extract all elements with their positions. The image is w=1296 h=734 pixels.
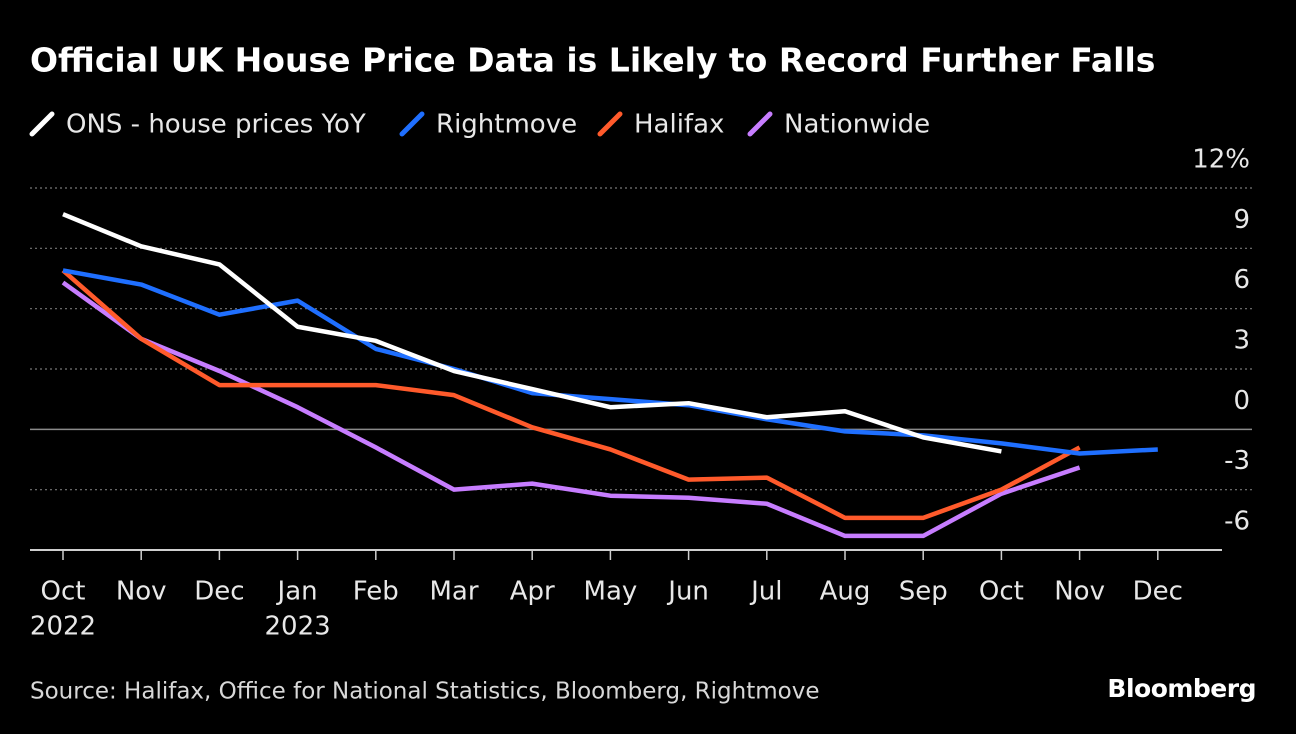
series-line <box>61 268 1081 521</box>
y-tick-label: 3 <box>1233 326 1250 356</box>
legend-label: Halifax <box>634 110 724 140</box>
x-tick-label: May <box>584 577 638 607</box>
legend-swatch <box>399 111 425 137</box>
source: Source: Halifax, Office for National Sta… <box>30 679 820 705</box>
x-tick-sublabel: 2023 <box>265 612 331 642</box>
legend-label: Nationwide <box>784 110 930 140</box>
y-tick-label: 0 <box>1233 386 1250 416</box>
x-tick-label: Mar <box>429 577 478 607</box>
legend-label: ONS - house prices YoY <box>66 110 366 140</box>
x-tick-label: Aug <box>820 577 871 607</box>
brand: Bloomberg <box>1107 674 1256 703</box>
legend-swatch <box>29 111 55 137</box>
y-tick-label: -6 <box>1224 507 1250 537</box>
legend-label: Rightmove <box>436 110 577 140</box>
legend-swatch <box>597 111 623 137</box>
x-tick-label: Jul <box>749 577 782 607</box>
chart-title: Official UK House Price Data is Likely t… <box>30 41 1155 80</box>
series-line <box>61 280 1081 539</box>
x-tick-label: Dec <box>194 577 244 607</box>
x-tick-label: Oct <box>979 577 1024 607</box>
legend-swatch <box>747 111 773 137</box>
x-tick-label: Feb <box>353 577 399 607</box>
x-tick-sublabel: 2022 <box>30 612 96 642</box>
y-tick-label: -3 <box>1224 446 1250 476</box>
series-line <box>62 268 1158 456</box>
x-tick-label: Oct <box>41 577 86 607</box>
series-line <box>62 212 1002 454</box>
x-tick-label: Nov <box>1054 577 1105 607</box>
x-tick-label: Apr <box>510 577 555 607</box>
y-tick-label: 9 <box>1233 205 1250 235</box>
y-tick-label: 6 <box>1233 265 1250 295</box>
x-tick-label: Jun <box>666 577 709 607</box>
x-tick-label: Dec <box>1133 577 1183 607</box>
x-tick-label: Jan <box>276 577 318 607</box>
y-tick-label: 12% <box>1192 145 1250 175</box>
x-tick-label: Sep <box>899 577 948 607</box>
x-tick-label: Nov <box>116 577 167 607</box>
